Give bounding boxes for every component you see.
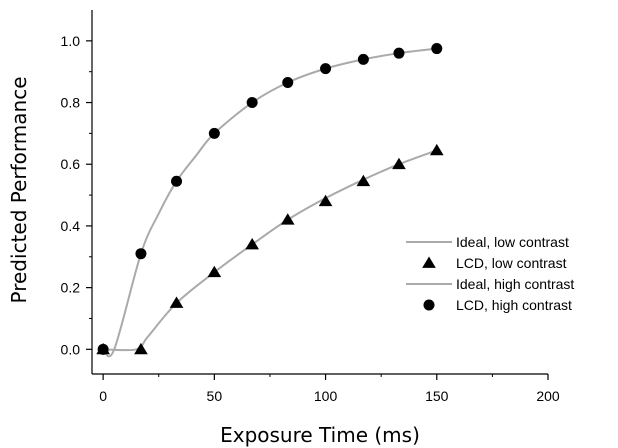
data-point-circle: [135, 248, 147, 260]
data-point-circle: [282, 76, 294, 88]
y-tick-label: 0.0: [61, 341, 81, 357]
y-tick-label: 0.8: [61, 95, 81, 111]
x-tick-label: 50: [207, 388, 223, 404]
legend-label: LCD, low contrast: [456, 255, 567, 271]
legend-label: Ideal, high contrast: [456, 276, 574, 292]
data-point-triangle: [134, 342, 148, 355]
series-line-2: [102, 47, 437, 358]
y-tick-label: 0.2: [61, 280, 81, 296]
axes: 0 50 100 150 200 0.0 0.2 0.4 0.6 0.8 1.0: [61, 10, 560, 404]
data-point-triangle: [392, 157, 406, 170]
legend-triangle-swatch: [422, 256, 436, 268]
data-point-triangle: [429, 143, 444, 156]
x-tick-label: 100: [314, 388, 338, 404]
data-point-circle: [431, 43, 443, 55]
data-point-triangle: [356, 174, 371, 187]
x-tick-label: 150: [425, 388, 449, 404]
data-point-triangle: [245, 237, 259, 250]
data-point-triangle: [207, 265, 222, 278]
x-tick-label: 0: [99, 388, 107, 404]
legend-label: LCD, high contrast: [456, 297, 572, 313]
y-tick-label: 1.0: [61, 33, 81, 49]
data-point-circle: [320, 63, 332, 75]
data-point-circle: [393, 47, 405, 59]
data-point-triangle: [318, 194, 333, 207]
x-axis-title: Exposure Time (ms): [220, 423, 420, 447]
data-point-circle: [171, 175, 183, 187]
data-point-circle: [208, 127, 220, 139]
y-axis-title: Predicted Performance: [7, 77, 31, 304]
data-point-circle: [97, 343, 109, 355]
series-layer: [96, 43, 444, 358]
legend: Ideal, low contrast LCD, low contrast Idea…: [406, 234, 574, 313]
data-point-triangle: [280, 213, 295, 225]
data-point-circle: [357, 53, 369, 65]
legend-circle-swatch: [423, 299, 435, 311]
series-line-1: [103, 149, 438, 352]
y-tick-label: 0.4: [61, 218, 81, 234]
legend-label: Ideal, low contrast: [456, 234, 569, 250]
data-point-triangle: [169, 296, 184, 308]
y-tick-label: 0.6: [61, 156, 81, 172]
x-tick-label: 200: [536, 388, 560, 404]
data-point-circle: [246, 97, 258, 109]
